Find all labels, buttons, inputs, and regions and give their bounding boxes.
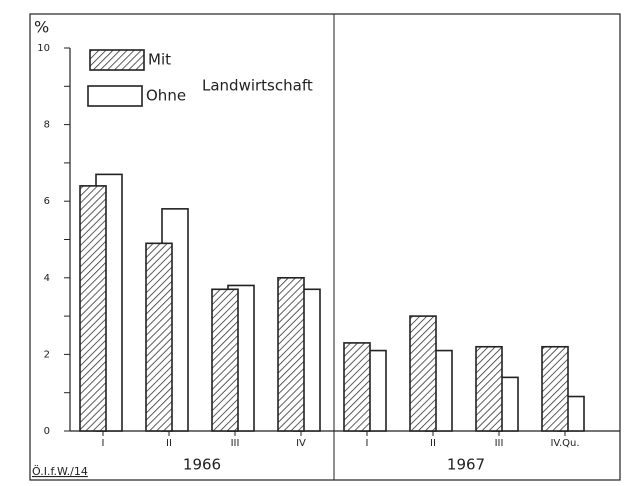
frame	[29, 13, 621, 481]
x-tick-label: II	[166, 438, 172, 449]
bar	[541, 345, 569, 432]
x-tick-label: II	[430, 438, 436, 449]
legend-label: Mit	[148, 51, 171, 69]
y-tick-label: 0	[44, 426, 50, 437]
x-tick-label: IV.Qu.	[550, 438, 579, 449]
bar	[475, 345, 503, 432]
group-label: 1967	[447, 456, 485, 474]
bar	[145, 242, 173, 432]
bar	[79, 185, 107, 432]
y-tick-label: 6	[44, 196, 50, 207]
bar	[277, 276, 305, 432]
y-tick-label: 4	[44, 273, 50, 284]
bar	[343, 342, 371, 432]
y-axis-label: %	[34, 18, 49, 37]
bar	[409, 315, 437, 432]
x-tick-label: IV	[296, 438, 306, 449]
y-tick-label: 8	[44, 120, 50, 131]
x-tick-label: I	[102, 438, 105, 449]
legend-swatch	[87, 85, 143, 107]
x-tick-label: I	[366, 438, 369, 449]
group-label: 1966	[183, 456, 221, 474]
y-tick-label: 10	[37, 43, 50, 54]
y-tick-label: 2	[44, 349, 50, 360]
x-tick-label: III	[231, 438, 240, 449]
legend-swatch	[89, 49, 145, 71]
legend-label: Ohne	[146, 87, 186, 105]
footer: Ö.I.f.W./14	[32, 465, 88, 478]
bar	[211, 288, 239, 432]
annotation: Landwirtschaft	[202, 77, 313, 95]
x-tick-label: III	[495, 438, 504, 449]
